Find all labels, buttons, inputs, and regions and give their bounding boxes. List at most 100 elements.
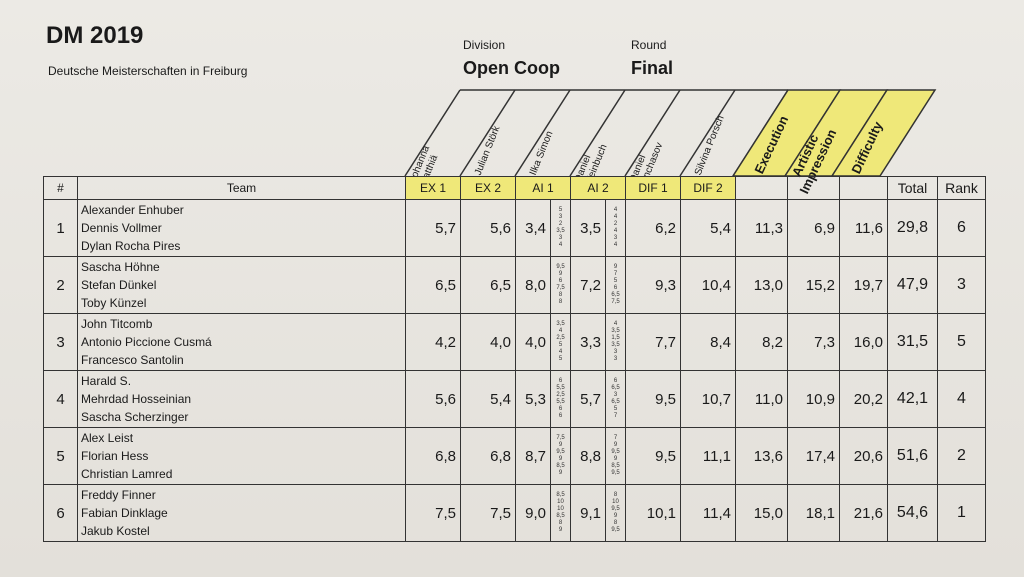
score-dif1: 9,5 — [625, 370, 681, 428]
col-header-ex1: EX 1 — [405, 176, 461, 200]
player-name: Jakub Kostel — [81, 524, 150, 538]
col-header-difficulty — [839, 176, 888, 200]
score-ex1: 7,5 — [405, 484, 461, 542]
score-ex1: 5,6 — [405, 370, 461, 428]
round-value: Final — [631, 58, 674, 78]
table-row: 3 John Titcomb Antonio Piccione Cusmá Franc… — [43, 313, 986, 371]
score-dif1: 10,1 — [625, 484, 681, 542]
score-total: 47,9 — [887, 256, 938, 314]
player-name: Antonio Piccione Cusmá — [81, 335, 212, 349]
table-row: 6 Freddy Finner Fabian Dinklage Jakub Koste… — [43, 484, 986, 542]
table-row: 2 Sascha Höhne Stefan Dünkel Toby Künzel 6,5… — [43, 256, 986, 314]
row-number: 1 — [43, 199, 78, 257]
score-total: 42,1 — [887, 370, 938, 428]
col-header-team: Team — [77, 176, 406, 200]
player-name: Dennis Vollmer — [81, 221, 162, 235]
score-artistic: 18,1 — [787, 484, 840, 542]
header-row: # Team EX 1 EX 2 AI 1 AI 2 DIF 1 DIF 2 T… — [43, 176, 986, 200]
score-dif2: 11,1 — [680, 427, 736, 485]
ai1-sub-scores: 6 5,5 2,5 5,5 6 6 — [550, 370, 571, 428]
player-name: Sascha Scherzinger — [81, 410, 189, 424]
table-row: 4 Harald S. Mehrdad Hosseinian Sascha Scher… — [43, 370, 986, 428]
score-ai2: 9,1 — [570, 484, 606, 542]
team-cell: John Titcomb Antonio Piccione Cusmá France… — [77, 313, 406, 371]
division-value: Open Coop — [463, 58, 560, 78]
player-name: Sascha Höhne — [81, 260, 160, 274]
player-name: Francesco Santolin — [81, 353, 184, 367]
row-number: 6 — [43, 484, 78, 542]
team-cell: Sascha Höhne Stefan Dünkel Toby Künzel — [77, 256, 406, 314]
score-artistic: 6,9 — [787, 199, 840, 257]
table-row: 1 Alexander Enhuber Dennis Vollmer Dylan Ro… — [43, 199, 986, 257]
score-difficulty: 11,6 — [839, 199, 888, 257]
score-ai2: 3,5 — [570, 199, 606, 257]
score-artistic: 10,9 — [787, 370, 840, 428]
player-name: Stefan Dünkel — [81, 278, 157, 292]
score-execution: 11,0 — [735, 370, 788, 428]
ai2-sub-scores: 8 10 9,5 9 8 9,5 — [605, 484, 626, 542]
player-name: Dylan Rocha Pires — [81, 239, 181, 253]
score-ex2: 6,5 — [460, 256, 516, 314]
rank-value: 1 — [937, 484, 986, 542]
ai1-sub-scores: 8,5 10 10 8,5 8 9 — [550, 484, 571, 542]
row-number: 3 — [43, 313, 78, 371]
score-ai2: 7,2 — [570, 256, 606, 314]
col-header-artistic — [787, 176, 840, 200]
ai2-sub-scores: 4 4 2 4 3 4 — [605, 199, 626, 257]
col-header-rank: Rank — [937, 176, 986, 200]
player-name: Harald S. — [81, 374, 132, 388]
score-dif1: 6,2 — [625, 199, 681, 257]
score-dif2: 11,4 — [680, 484, 736, 542]
score-ai1: 4,0 — [515, 313, 551, 371]
col-header-dif2: DIF 2 — [680, 176, 736, 200]
ai2-sub-scores: 9 7 5 6 6,5 7,5 — [605, 256, 626, 314]
player-name: Alex Leist — [81, 431, 134, 445]
score-ai2: 5,7 — [570, 370, 606, 428]
score-execution: 8,2 — [735, 313, 788, 371]
score-ai1: 3,4 — [515, 199, 551, 257]
player-name: Fabian Dinklage — [81, 506, 168, 520]
ai2-sub-scores: 7 9 9,5 9 8,5 9,5 — [605, 427, 626, 485]
score-execution: 15,0 — [735, 484, 788, 542]
score-ai1: 8,7 — [515, 427, 551, 485]
score-dif1: 9,3 — [625, 256, 681, 314]
score-ai1: 9,0 — [515, 484, 551, 542]
row-number: 5 — [43, 427, 78, 485]
score-ex2: 5,4 — [460, 370, 516, 428]
ai2-sub-scores: 4 3,5 1,5 3,5 3 3 — [605, 313, 626, 371]
score-ex1: 5,7 — [405, 199, 461, 257]
row-number: 4 — [43, 370, 78, 428]
score-ex2: 4,0 — [460, 313, 516, 371]
score-total: 51,6 — [887, 427, 938, 485]
page-subtitle: Deutsche Meisterschaften in Freiburg — [48, 64, 248, 78]
col-header-no: # — [43, 176, 78, 200]
score-ai1: 8,0 — [515, 256, 551, 314]
score-dif2: 10,4 — [680, 256, 736, 314]
ai1-sub-scores: 7,5 9 9,5 9 8,5 9 — [550, 427, 571, 485]
team-cell: Harald S. Mehrdad Hosseinian Sascha Scherz… — [77, 370, 406, 428]
score-ex2: 7,5 — [460, 484, 516, 542]
player-name: John Titcomb — [81, 317, 153, 331]
rank-value: 4 — [937, 370, 986, 428]
round-label: Round — [631, 38, 667, 52]
results-table: # Team EX 1 EX 2 AI 1 AI 2 DIF 1 DIF 2 T… — [43, 176, 986, 542]
score-difficulty: 20,2 — [839, 370, 888, 428]
team-cell: Alexander Enhuber Dennis Vollmer Dylan Roc… — [77, 199, 406, 257]
score-ai2: 8,8 — [570, 427, 606, 485]
row-number: 2 — [43, 256, 78, 314]
score-execution: 13,0 — [735, 256, 788, 314]
score-ex1: 6,5 — [405, 256, 461, 314]
score-ai2: 3,3 — [570, 313, 606, 371]
score-ex2: 6,8 — [460, 427, 516, 485]
col-header-ai2: AI 2 — [570, 176, 626, 200]
score-dif2: 5,4 — [680, 199, 736, 257]
col-header-execution — [735, 176, 788, 200]
player-name: Toby Künzel — [81, 296, 147, 310]
division-label: Division — [463, 38, 506, 52]
score-dif1: 9,5 — [625, 427, 681, 485]
player-name: Florian Hess — [81, 449, 149, 463]
table-row: 5 Alex Leist Florian Hess Christian Lamred 6… — [43, 427, 986, 485]
score-artistic: 17,4 — [787, 427, 840, 485]
